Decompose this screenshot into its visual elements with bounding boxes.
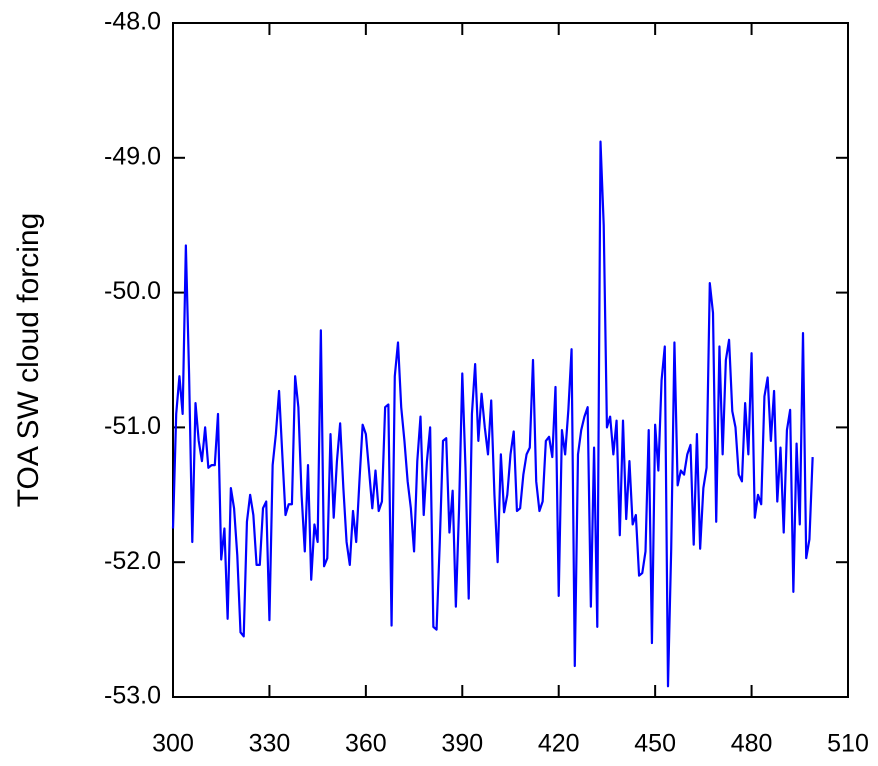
- data-line: [171, 140, 814, 688]
- y-tick-label: -49.0: [104, 142, 161, 170]
- x-tick-label: 450: [634, 730, 676, 758]
- y-tick-label: -53.0: [104, 682, 161, 710]
- y-tick-label: -51.0: [104, 412, 161, 440]
- y-tick-label: -48.0: [104, 8, 161, 36]
- x-tick-label: 330: [249, 730, 291, 758]
- x-tick-label: 390: [441, 730, 483, 758]
- plot-frame: [172, 22, 849, 698]
- x-tick-label: 300: [152, 730, 194, 758]
- y-axis-label: TOA SW cloud forcing: [12, 213, 45, 508]
- x-tick-label: 510: [827, 730, 869, 758]
- y-tick-label: -52.0: [104, 547, 161, 575]
- x-tick-label: 360: [345, 730, 387, 758]
- y-tick-label: -50.0: [104, 277, 161, 305]
- x-tick-label: 480: [731, 730, 773, 758]
- x-tick-label: 420: [538, 730, 580, 758]
